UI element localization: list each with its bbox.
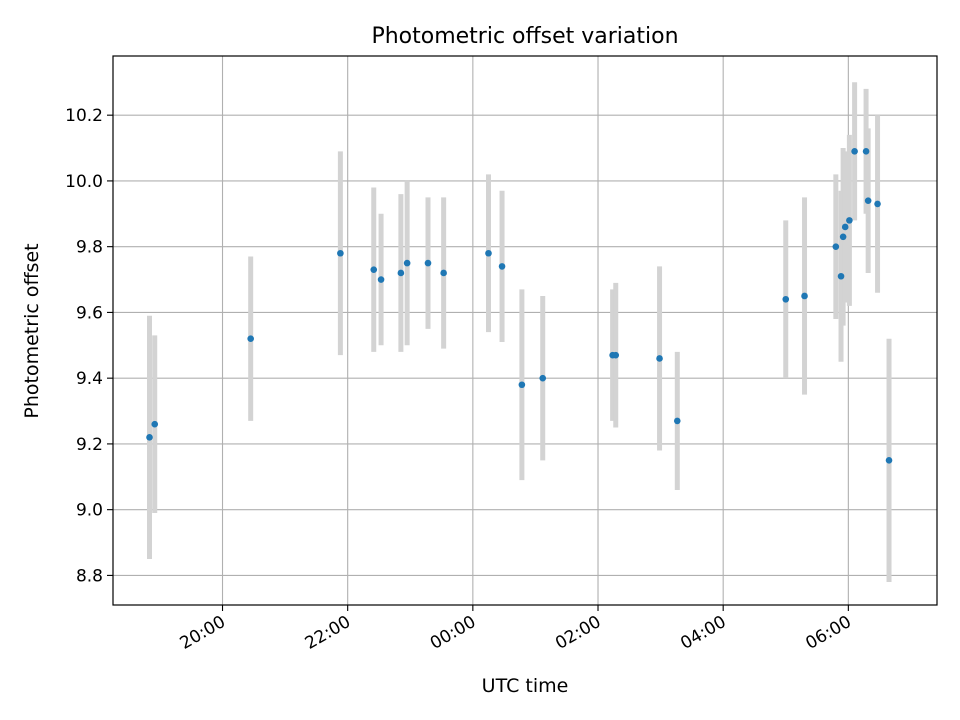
data-point (377, 276, 385, 283)
y-axis-label: Photometric offset (21, 243, 43, 418)
y-tick-label: 9.2 (76, 435, 103, 455)
y-tick-label: 8.8 (76, 566, 103, 586)
grid (113, 56, 937, 605)
data-point (397, 269, 405, 277)
data-point (612, 351, 620, 359)
data-point (862, 148, 870, 155)
data-point (146, 434, 153, 441)
y-tick-label: 9.4 (76, 369, 103, 389)
y-tick-label: 10.2 (65, 106, 103, 126)
data-point (539, 374, 547, 382)
data-point (424, 259, 432, 267)
data-point (841, 223, 849, 231)
data-point (851, 148, 858, 155)
y-tick-label: 10.0 (65, 172, 103, 192)
data-point (801, 292, 808, 300)
data-point (885, 457, 893, 464)
y-tick-label: 9.6 (76, 303, 103, 323)
data-point (151, 420, 159, 428)
y-tick-label: 9.0 (76, 501, 103, 521)
data-point (837, 272, 845, 280)
y-tick-label: 9.8 (76, 238, 103, 258)
plot-frame (112, 55, 938, 606)
x-axis-label: UTC time (482, 675, 569, 697)
data-point (247, 335, 254, 343)
data-point (864, 197, 872, 204)
data-point (846, 217, 853, 224)
data-point (370, 266, 378, 273)
data-point (874, 200, 881, 208)
data-point (498, 263, 506, 270)
data-point (673, 417, 681, 425)
data-point (337, 249, 344, 257)
chart-title: Photometric offset variation (371, 24, 678, 49)
data-point (518, 381, 526, 389)
data-point (403, 259, 411, 267)
data-point (440, 269, 447, 277)
data-point (656, 355, 663, 362)
data-point (832, 243, 840, 250)
data-points (146, 148, 893, 464)
data-point (839, 233, 847, 241)
data-point (782, 295, 790, 303)
data-point (485, 249, 492, 257)
